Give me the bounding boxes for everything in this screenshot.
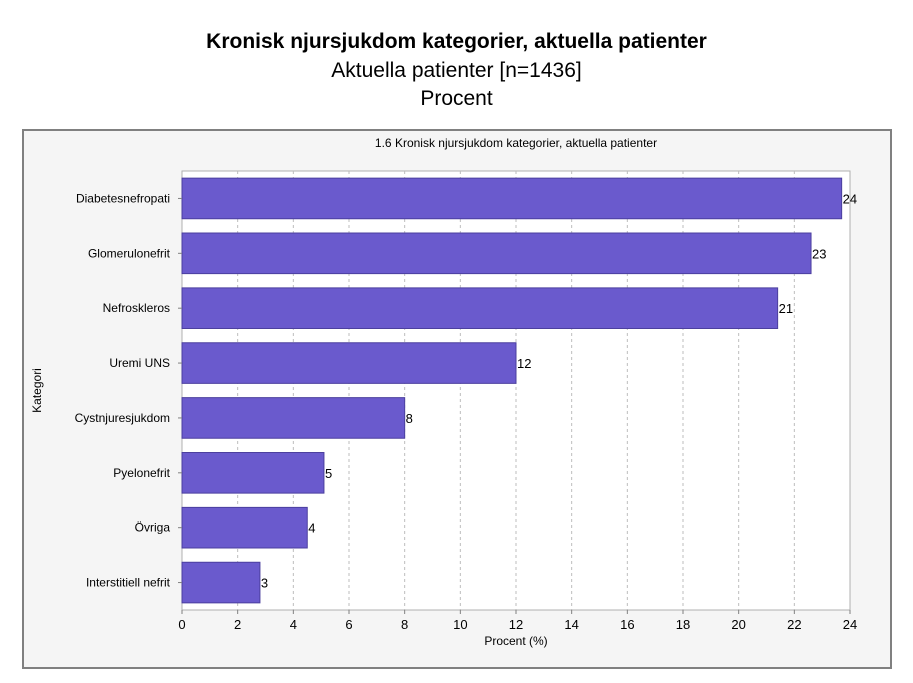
y-category-label: Diabetesnefropati — [76, 191, 170, 205]
bar-chart: 1.6 Kronisk njursjukdom kategorier, aktu… — [30, 136, 857, 648]
y-axis-title: Kategori — [30, 368, 44, 413]
x-tick-label: 20 — [731, 617, 745, 632]
bar-value-label: 8 — [406, 411, 413, 426]
x-tick-label: 10 — [453, 617, 467, 632]
inner-chart-title: 1.6 Kronisk njursjukdom kategorier, aktu… — [375, 136, 657, 150]
bar — [181, 177, 843, 220]
y-category-label: Övriga — [135, 521, 171, 535]
bar — [181, 452, 325, 494]
bar — [181, 397, 406, 439]
bar — [181, 232, 812, 275]
x-tick-label: 4 — [290, 617, 297, 632]
bar — [181, 561, 261, 604]
bar-value-label: 21 — [779, 301, 793, 316]
x-tick-label: 16 — [620, 617, 634, 632]
bar-value-label: 12 — [517, 356, 531, 371]
x-tick-label: 0 — [178, 617, 185, 632]
bar-value-label: 4 — [308, 521, 315, 536]
bar-value-label: 5 — [325, 466, 332, 481]
chart-title: Kronisk njursjukdom kategorier, aktuella… — [206, 30, 707, 53]
y-category-label: Nefroskleros — [103, 301, 170, 315]
bar-value-label: 24 — [843, 191, 857, 206]
chart-subtitle: Aktuella patienter [n=1436] — [331, 59, 582, 82]
y-category-label: Pyelonefrit — [113, 466, 170, 480]
x-tick-label: 24 — [843, 617, 857, 632]
y-category-label: Uremi UNS — [109, 356, 170, 370]
x-tick-label: 14 — [564, 617, 578, 632]
x-tick-label: 12 — [509, 617, 523, 632]
bar — [181, 287, 779, 329]
chart-unit-label: Procent — [420, 87, 493, 110]
x-tick-label: 18 — [676, 617, 690, 632]
x-tick-label: 6 — [345, 617, 352, 632]
chart-panel: 1.6 Kronisk njursjukdom kategorier, aktu… — [22, 129, 892, 669]
bar-value-label: 3 — [261, 576, 268, 591]
bar-value-label: 23 — [812, 246, 826, 261]
x-tick-label: 8 — [401, 617, 408, 632]
y-category-label: Interstitiell nefrit — [86, 576, 171, 590]
bar — [181, 342, 517, 384]
x-tick-label: 2 — [234, 617, 241, 632]
x-tick-label: 22 — [787, 617, 801, 632]
y-category-label: Cystnjuresjukdom — [75, 411, 170, 425]
y-category-label: Glomerulonefrit — [88, 246, 171, 260]
x-axis-title: Procent (%) — [484, 634, 547, 648]
bar — [181, 506, 308, 549]
